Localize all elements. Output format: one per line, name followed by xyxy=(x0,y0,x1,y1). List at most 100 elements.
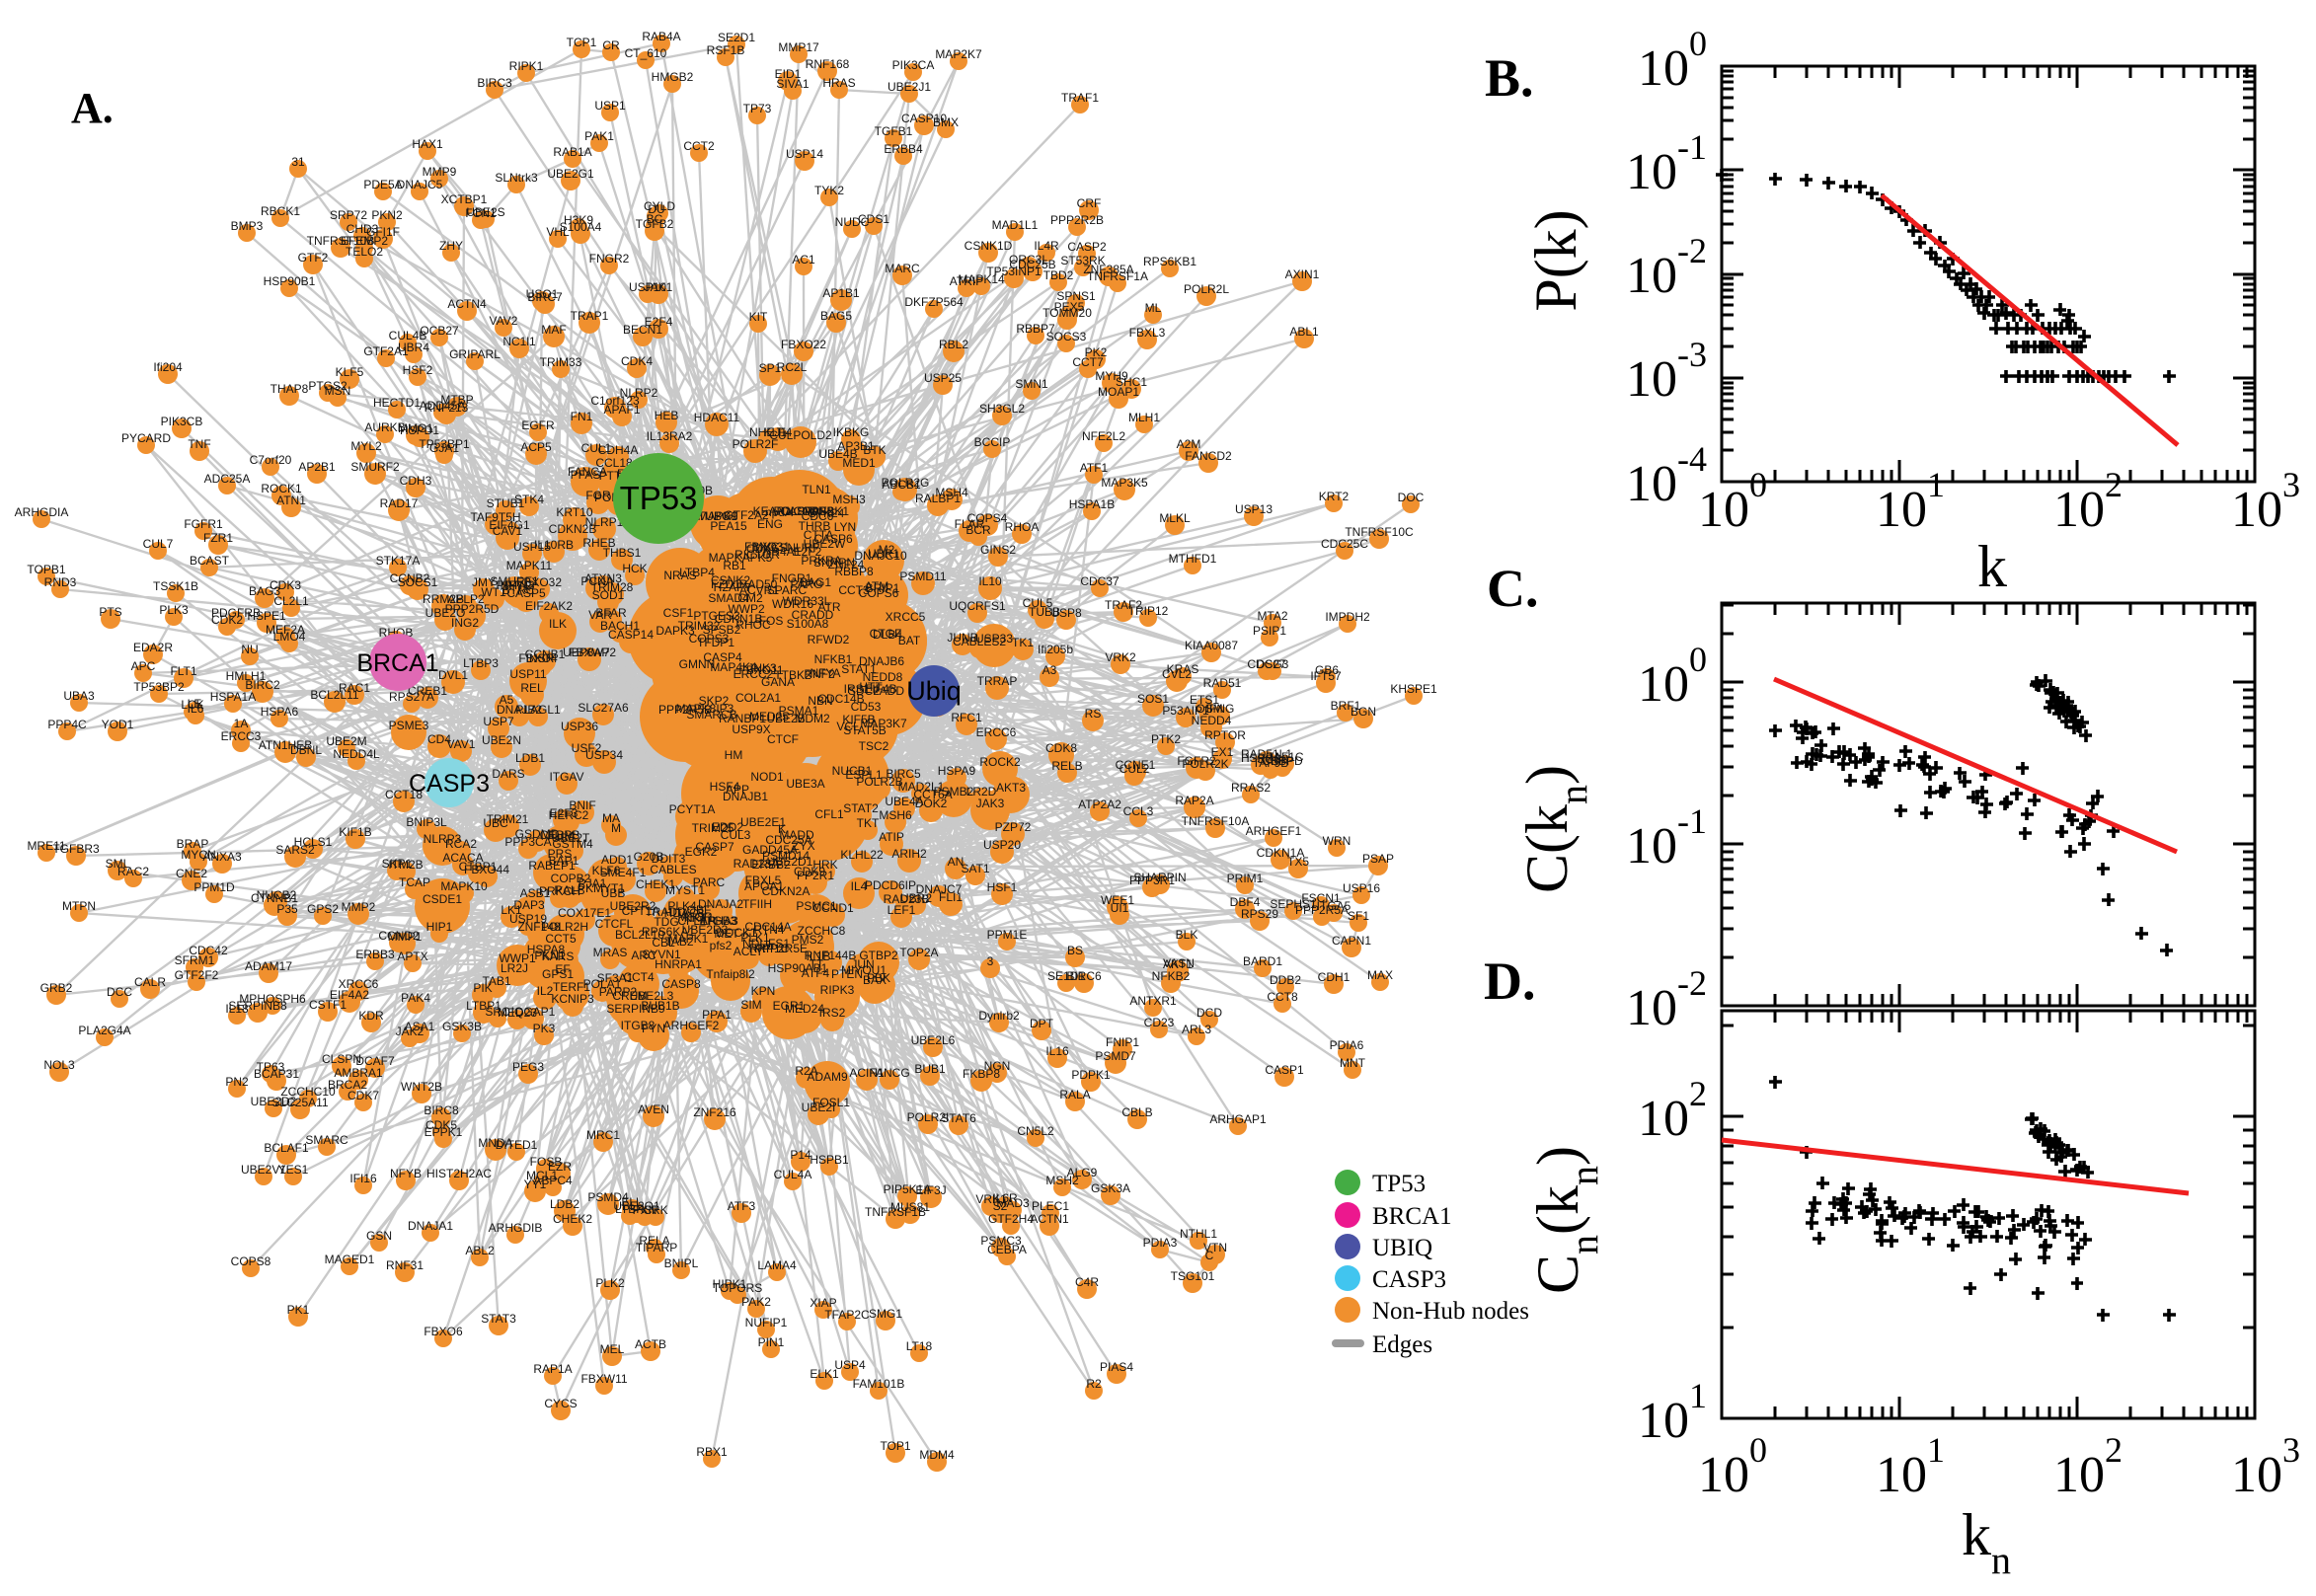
svg-text:XRCC6: XRCC6 xyxy=(339,977,379,991)
svg-text:WRN: WRN xyxy=(1323,834,1351,848)
svg-text:MET: MET xyxy=(714,927,739,941)
svg-text:GRB2: GRB2 xyxy=(40,981,73,995)
svg-text:SMARC: SMARC xyxy=(305,1133,348,1147)
svg-text:DLB4: DLB4 xyxy=(873,628,902,642)
svg-text:VAV2: VAV2 xyxy=(490,314,518,328)
svg-text:Non-Hub nodes: Non-Hub nodes xyxy=(1372,1298,1529,1325)
svg-text:TERF1: TERF1 xyxy=(553,980,590,994)
svg-text:DNAJA1: DNAJA1 xyxy=(408,1219,453,1233)
svg-text:GFI1F: GFI1F xyxy=(366,225,400,239)
svg-text:ELK1: ELK1 xyxy=(810,1367,839,1381)
svg-text:ELL: ELL xyxy=(621,1195,643,1209)
svg-text:IL4: IL4 xyxy=(851,879,868,893)
svg-text:BUB1: BUB1 xyxy=(914,1062,946,1076)
svg-text:CYCS: CYCS xyxy=(544,1397,577,1410)
svg-text:PSMD4: PSMD4 xyxy=(587,1190,629,1204)
svg-text:UBE2E1: UBE2E1 xyxy=(740,815,786,829)
svg-text:SIVA1: SIVA1 xyxy=(776,77,809,91)
svg-text:BAG3: BAG3 xyxy=(249,584,280,598)
svg-text:FNIP1: FNIP1 xyxy=(1106,1035,1139,1049)
svg-text:CLSPN: CLSPN xyxy=(322,1052,361,1066)
svg-text:HSP90B1: HSP90B1 xyxy=(264,274,316,288)
svg-text:EDD2: EDD2 xyxy=(712,820,743,834)
svg-text:RBX1: RBX1 xyxy=(696,1445,728,1459)
svg-text:VAV1: VAV1 xyxy=(447,737,476,751)
svg-text:MAP4K4: MAP4K4 xyxy=(710,660,757,674)
svg-text:POLR2G: POLR2G xyxy=(882,476,930,490)
svg-text:NFE2L2: NFE2L2 xyxy=(1082,429,1125,443)
svg-text:LTBP1: LTBP1 xyxy=(466,999,502,1013)
svg-text:STAT1: STAT1 xyxy=(841,662,877,676)
svg-text:P53AIP1: P53AIP1 xyxy=(1162,704,1209,718)
svg-text:HSPH1: HSPH1 xyxy=(1241,751,1280,765)
svg-text:RABEP1: RABEP1 xyxy=(528,859,576,873)
svg-text:CASP7: CASP7 xyxy=(695,840,734,854)
svg-text:RS: RS xyxy=(1085,707,1102,721)
svg-text:MNT: MNT xyxy=(1340,1056,1366,1070)
svg-text:HSPA1A: HSPA1A xyxy=(210,690,256,704)
svg-text:CCT6A: CCT6A xyxy=(913,788,952,801)
svg-text:PTEN: PTEN xyxy=(831,967,863,981)
svg-text:SERPINB8: SERPINB8 xyxy=(228,999,287,1013)
svg-text:UBE2Q1: UBE2Q1 xyxy=(613,1199,660,1213)
svg-text:31: 31 xyxy=(291,155,305,169)
svg-text:HIST2H2AC: HIST2H2AC xyxy=(426,1167,492,1180)
svg-text:MMP17: MMP17 xyxy=(778,40,819,54)
svg-text:LEF1: LEF1 xyxy=(888,903,916,917)
svg-text:UBE2G1: UBE2G1 xyxy=(547,167,594,181)
svg-text:CD4: CD4 xyxy=(427,732,451,746)
svg-text:MAPK11: MAPK11 xyxy=(506,559,553,572)
svg-text:Ifi204: Ifi204 xyxy=(153,360,183,374)
svg-text:BTK: BTK xyxy=(863,443,886,457)
svg-text:RAC2: RAC2 xyxy=(117,865,149,878)
svg-text:CUL2: CUL2 xyxy=(1119,762,1150,776)
svg-text:DITED1: DITED1 xyxy=(496,1138,538,1152)
svg-text:AP2B1: AP2B1 xyxy=(298,460,336,474)
svg-text:INSR: INSR xyxy=(526,651,555,665)
svg-text:MAPKAPK5: MAPKAPK5 xyxy=(709,551,773,565)
svg-text:UBE2N: UBE2N xyxy=(482,733,521,747)
svg-text:PTK2: PTK2 xyxy=(1151,732,1181,746)
svg-text:RAP2A: RAP2A xyxy=(1175,794,1213,807)
svg-text:BMX: BMX xyxy=(933,115,959,129)
svg-text:FANCG: FANCG xyxy=(869,1066,909,1080)
svg-text:CTBP1: CTBP1 xyxy=(459,860,498,874)
svg-text:DKFZP564: DKFZP564 xyxy=(904,295,964,309)
svg-text:FOSL1: FOSL1 xyxy=(812,1096,850,1109)
svg-text:LK1: LK1 xyxy=(501,903,522,917)
svg-text:FN1: FN1 xyxy=(571,410,593,423)
svg-text:FBXO4: FBXO4 xyxy=(518,651,558,665)
svg-text:TUBB: TUBB xyxy=(1029,605,1060,619)
svg-text:BAP1: BAP1 xyxy=(549,854,579,868)
svg-text:FBXL3: FBXL3 xyxy=(1129,326,1166,340)
svg-text:CCL18: CCL18 xyxy=(595,456,633,470)
svg-text:ENG: ENG xyxy=(757,517,783,531)
svg-text:TFDP1: TFDP1 xyxy=(697,636,734,649)
svg-text:AKT3: AKT3 xyxy=(996,781,1026,795)
svg-text:FNGR2: FNGR2 xyxy=(589,252,630,266)
svg-text:PZP72: PZP72 xyxy=(995,820,1032,834)
svg-text:ITGB3: ITGB3 xyxy=(703,914,737,928)
svg-text:FGFR2: FGFR2 xyxy=(1177,754,1216,768)
svg-text:GTF2A2: GTF2A2 xyxy=(724,508,769,522)
svg-text:PPP3R1: PPP3R1 xyxy=(1129,874,1175,887)
svg-text:BAX: BAX xyxy=(863,973,887,987)
svg-text:DAP3: DAP3 xyxy=(513,898,545,912)
svg-text:FLAR: FLAR xyxy=(955,517,985,531)
svg-text:RNF144B: RNF144B xyxy=(805,949,857,962)
svg-text:RAB1A: RAB1A xyxy=(553,145,591,159)
svg-text:POLRTAF6: POLRTAF6 xyxy=(774,504,834,518)
svg-text:COPS8: COPS8 xyxy=(231,1254,271,1268)
svg-text:TAB2: TAB2 xyxy=(664,935,693,949)
svg-text:PLEC1: PLEC1 xyxy=(1032,1199,1069,1213)
svg-text:RPS29: RPS29 xyxy=(1241,907,1278,921)
svg-text:k: k xyxy=(1977,534,2007,599)
svg-text:PARP2: PARP2 xyxy=(599,985,638,999)
svg-text:SOCS3: SOCS3 xyxy=(1046,330,1087,343)
svg-text:PDGFRB: PDGFRB xyxy=(211,606,261,620)
svg-text:FLIM: FLIM xyxy=(547,829,574,843)
svg-text:CABLES2: CABLES2 xyxy=(953,635,1006,648)
svg-text:BECN1: BECN1 xyxy=(623,323,662,337)
svg-text:FZD1: FZD1 xyxy=(711,577,740,591)
svg-text:CASP2: CASP2 xyxy=(1067,240,1107,254)
